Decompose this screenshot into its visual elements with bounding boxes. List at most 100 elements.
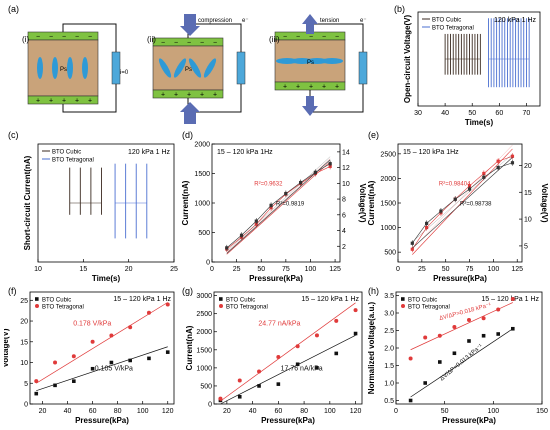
- y-tick-label: 1000: [380, 225, 396, 232]
- x-tick-label: 25: [418, 266, 426, 273]
- x-tick-label: 30: [414, 110, 422, 117]
- charge-sign: +: [49, 98, 53, 105]
- fit-line: [36, 302, 168, 384]
- y-axis-label: Normalized voltage(a.u.): [368, 301, 376, 394]
- charge-sign: −: [296, 34, 300, 41]
- x-tick-label: 80: [114, 408, 122, 415]
- dipole-particle: [188, 58, 202, 78]
- fit-line: [220, 302, 356, 402]
- data-point: [437, 333, 442, 338]
- charge-sign: +: [174, 92, 178, 99]
- plot-frame: [417, 11, 541, 107]
- y-tick-label: 0: [206, 260, 210, 267]
- y-tick-label: 0: [24, 402, 28, 409]
- panel-label-h: (h): [368, 286, 379, 296]
- y-axis-label: Current(nA): [368, 180, 376, 225]
- data-point: [237, 394, 242, 399]
- charge-sign: +: [309, 84, 313, 91]
- condition-annotation: 120 kPa 1 Hz: [128, 149, 171, 156]
- data-point: [481, 316, 486, 321]
- data-point: [239, 233, 244, 237]
- data-point: [53, 383, 57, 388]
- condition-annotation: 15 – 120 kPa 1 Hz: [481, 296, 539, 303]
- chart-f: 20 40 60 80 100 120 Pressure(kPa) 0 5 10 15 20 25 Vol…: [4, 291, 175, 425]
- data-point: [72, 379, 76, 383]
- data-point: [34, 379, 39, 384]
- legend-label: BTO Tetragonal: [52, 158, 94, 164]
- legend-label: BTO Tetragonal: [226, 305, 268, 311]
- x-tick-label: 50: [441, 408, 449, 415]
- x-tick-label: 100: [488, 266, 500, 273]
- x-tick-label: 70: [523, 110, 531, 117]
- charge-sign: +: [187, 92, 191, 99]
- legend-marker: [35, 297, 39, 301]
- x-axis-label: Pressure(kPa): [75, 416, 129, 425]
- dipole-particle: [203, 58, 217, 78]
- y-tick-label: 5: [24, 381, 28, 388]
- panel-label-g: (g): [182, 286, 193, 296]
- y2-tick-label: 14: [342, 149, 350, 156]
- plot-frame: [213, 291, 363, 405]
- x-tick-label: 40: [64, 408, 72, 415]
- chart-h: 0 50 100 150 Pressure(kPa) 0.5 1.0 1.5 2.0 2.5 3.0…: [368, 291, 548, 425]
- y-tick-label: 1.5: [384, 363, 394, 370]
- y-tick-label: 2000: [196, 329, 212, 336]
- r2-label: R²=0.9632: [254, 181, 283, 187]
- charge-sign: −: [283, 34, 287, 41]
- charge-sign: −: [200, 40, 204, 47]
- panel-label-d: (d): [182, 130, 193, 140]
- data-point: [467, 318, 471, 322]
- tension-arrow-top: [302, 14, 318, 34]
- y-tick-label: 2.5: [384, 328, 394, 335]
- x-tick-label: 60: [274, 408, 282, 415]
- data-point: [496, 307, 501, 312]
- x-tick-label: 80: [300, 408, 308, 415]
- x-axis-label: Pressure(kPa): [433, 274, 487, 283]
- chart-e: 0 25 50 75 100 125 Pressure(kPa) 500 1000 1500 200…: [368, 143, 548, 283]
- fit-line: [36, 346, 168, 392]
- x-tick-label: 10: [34, 266, 42, 273]
- data-point: [315, 366, 319, 370]
- series-line: [226, 163, 331, 249]
- state-label: (iii): [269, 35, 280, 44]
- data-point: [109, 360, 114, 365]
- y-tick-label: 2000: [380, 176, 396, 183]
- data-point: [328, 162, 332, 166]
- legend-label: BTO Tetragonal: [408, 305, 450, 311]
- y2-tick-label: 10: [342, 181, 350, 188]
- x-tick-label: 50: [468, 110, 476, 117]
- data-point: [423, 335, 428, 340]
- r2-label: R²=0.98404: [439, 181, 471, 187]
- y-tick-label: 500: [200, 383, 212, 390]
- y-tick-label: 1000: [196, 365, 212, 372]
- state-label: (i): [22, 35, 29, 44]
- y2-tick-label: 6: [342, 212, 346, 219]
- tension-label: tension: [320, 18, 339, 24]
- dipole-particle: [173, 58, 187, 78]
- data-point: [284, 191, 288, 196]
- state-label: (ii): [147, 35, 156, 44]
- panel-label-e: (e): [368, 130, 379, 140]
- y-axis-label: Voltage(V): [4, 328, 10, 367]
- legend-label: BTO Cubic: [52, 150, 81, 156]
- x-tick-label: 120: [162, 408, 174, 415]
- charge-sign: −: [174, 40, 178, 47]
- data-point: [128, 325, 133, 330]
- x-tick-label: 20: [223, 408, 231, 415]
- condition-annotation: 15 – 120 kPa 1Hz: [217, 149, 273, 156]
- schematic-group: −+−+−+−+−+Ps(i) −+−+−+−+−+Ps(ii) −+−+−+−+−…: [22, 14, 368, 124]
- legend-label: BTO Cubic: [226, 298, 255, 304]
- data-point: [90, 366, 95, 371]
- data-point: [481, 333, 486, 338]
- condition-annotation: 120 kPa 1 Hz: [494, 17, 537, 24]
- fit-line: [410, 328, 513, 398]
- legend-label: BTO Tetragonal: [432, 26, 474, 32]
- dipole-particle: [52, 57, 58, 79]
- charge-sign: −: [62, 34, 66, 41]
- data-point: [408, 398, 413, 403]
- condition-annotation: 15 – 120 kPa 1Hz: [403, 149, 459, 156]
- y-tick-label: 25: [20, 298, 28, 305]
- legend-marker: [219, 297, 223, 301]
- panel-label-b: (b): [394, 4, 405, 14]
- condition-annotation: 15 – 120 kPa 1 Hz: [301, 296, 359, 303]
